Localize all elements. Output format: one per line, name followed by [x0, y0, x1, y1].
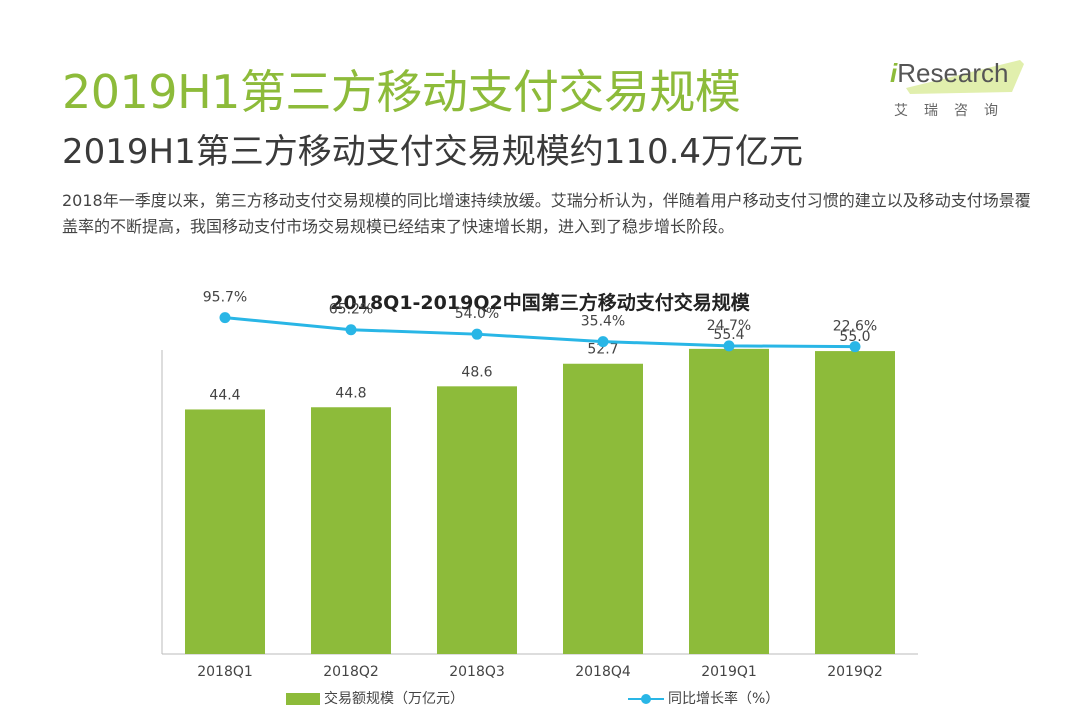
- growth-rate-point: [219, 312, 231, 324]
- bar: [563, 363, 643, 654]
- growth-rate-point: [849, 341, 861, 353]
- bar: [311, 407, 391, 654]
- bar-value-label: 48.6: [461, 364, 492, 380]
- legend-bar-swatch: [286, 693, 320, 705]
- x-tick-label: 2019Q1: [701, 664, 757, 680]
- logo-swoosh-icon: [906, 60, 1024, 94]
- bar-value-label: 55.4: [713, 327, 744, 343]
- x-tick-label: 2018Q3: [449, 664, 505, 680]
- chart-title: 2018Q1-2019Q2中国第三方移动支付交易规模: [330, 292, 750, 314]
- bar-value-label: 44.8: [335, 385, 366, 401]
- description-text: 2018年一季度以来，第三方移动支付交易规模的同比增速持续放缓。艾瑞分析认为，伴…: [62, 191, 1031, 236]
- legend-bar-label: 交易额规模（万亿元）: [324, 691, 464, 707]
- x-tick-label: 2019Q2: [827, 664, 883, 680]
- growth-rate-label: 35.4%: [581, 314, 625, 330]
- legend-line-label: 同比增长率（%）: [668, 691, 780, 707]
- bar-value-label: 55.0: [839, 329, 870, 345]
- iresearch-logo: iResearch 艾瑞咨询: [890, 56, 1040, 126]
- growth-rate-point: [723, 340, 735, 352]
- growth-rate-point: [597, 336, 609, 348]
- growth-rate-label: 54.0%: [455, 306, 499, 322]
- bar: [185, 409, 265, 654]
- bar: [689, 348, 769, 654]
- logo-chinese: 艾瑞咨询: [894, 103, 1014, 119]
- page-subtitle: 2019H1第三方移动支付交易规模约110.4万亿元: [62, 132, 804, 172]
- x-tick-label: 2018Q2: [323, 664, 379, 680]
- logo-name: Research: [897, 58, 1009, 88]
- growth-rate-point: [471, 328, 483, 340]
- logo-prefix: i: [890, 58, 898, 88]
- bar-value-label: 52.7: [587, 342, 618, 358]
- legend-line-swatch: [628, 693, 664, 705]
- growth-rate-label: 24.7%: [707, 318, 751, 334]
- x-tick-label: 2018Q4: [575, 664, 631, 680]
- growth-rate-label: 95.7%: [203, 290, 247, 306]
- x-tick-label: 2018Q1: [197, 664, 253, 680]
- logo-wordmark: iResearch: [890, 58, 1009, 89]
- bar: [437, 386, 517, 654]
- bar: [815, 351, 895, 654]
- legend-bar-series: 交易额规模（万亿元）: [286, 688, 464, 708]
- page-title: 2019H1第三方移动支付交易规模: [62, 65, 741, 119]
- growth-rate-label: 65.2%: [329, 302, 373, 318]
- growth-rate-point: [345, 324, 357, 336]
- growth-rate-label: 22.6%: [833, 319, 877, 335]
- bar-value-label: 44.4: [209, 387, 240, 403]
- growth-rate-line: [224, 316, 856, 349]
- legend-line-series: 同比增长率（%）: [628, 688, 779, 708]
